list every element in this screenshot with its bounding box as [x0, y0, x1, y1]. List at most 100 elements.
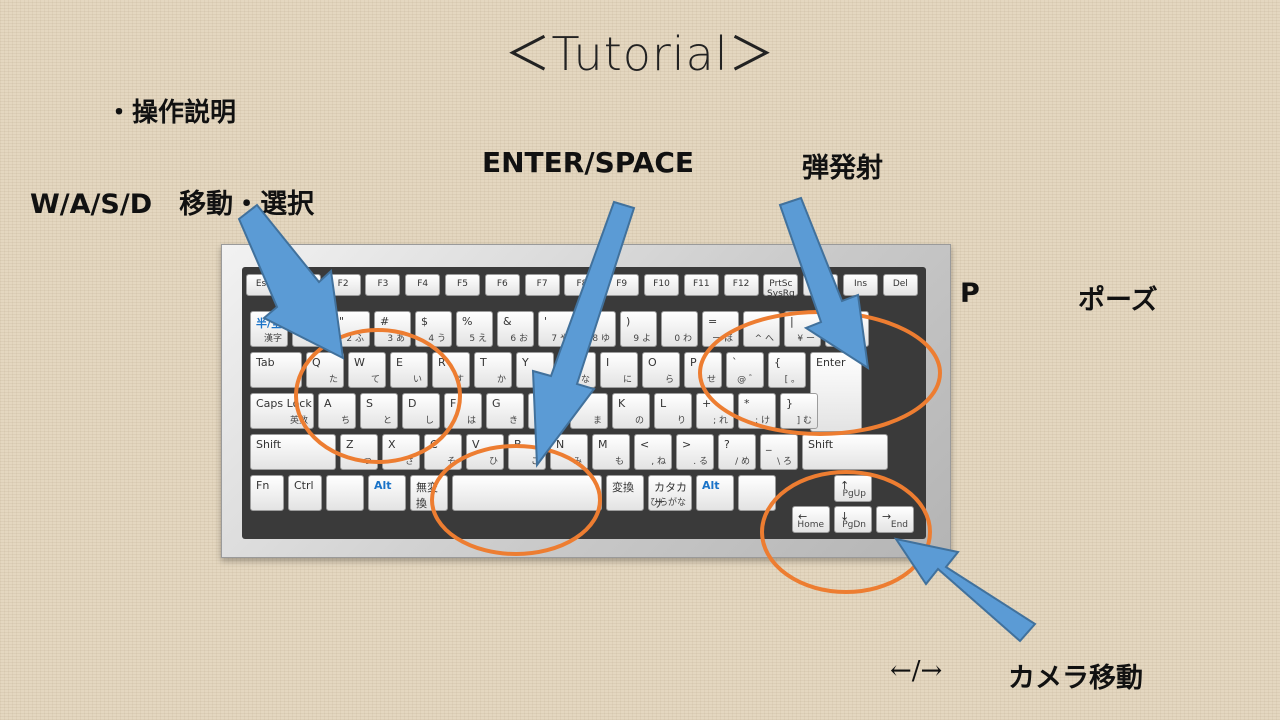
key-main-label: V	[472, 438, 480, 451]
page-title: ＜Tutorial＞	[504, 27, 776, 81]
key-sub-label: の	[634, 416, 644, 426]
key-main-label: Enter	[816, 356, 846, 369]
key-main-label: T	[480, 356, 487, 369]
key-main-label: R	[438, 356, 446, 369]
bottom-row-key-8: Alt	[696, 475, 734, 511]
z-row-key-9: >. る	[676, 434, 714, 470]
key-main-label: `	[732, 356, 738, 369]
key-sub-label: Home	[797, 520, 824, 530]
key-main-label: G	[492, 397, 501, 410]
key-main-label: '	[544, 315, 548, 328]
number-row-key-5: % 5 え	[456, 311, 493, 347]
key-main-label: F	[450, 397, 457, 410]
key-main-label: Del	[892, 279, 908, 289]
section-heading: ・操作説明	[106, 98, 237, 128]
key-main-label: Shift	[808, 438, 834, 451]
key-sub-label: 7 や	[551, 334, 569, 344]
wasd-pointer-arrow	[237, 203, 345, 360]
key-main-label: Shift	[256, 438, 282, 451]
fn-key-15: Ins	[843, 274, 878, 296]
q-row-key-11: ` @ ゛	[726, 352, 764, 388]
key-main-label: Y	[522, 356, 529, 369]
key-sub-label: 6 お	[510, 334, 528, 344]
key-main-label: F5	[457, 279, 468, 289]
key-main-label: F7	[536, 279, 548, 289]
z-row-key-0: Shift	[250, 434, 336, 470]
key-main-label: F12	[732, 279, 750, 289]
bottom-row-key-2	[326, 475, 364, 511]
key-sub-label: \ ろ	[777, 457, 792, 467]
key-main-label: M	[598, 438, 608, 451]
bottom-row-key-0: Fn	[250, 475, 284, 511]
arrows-label: ←/→	[890, 656, 943, 686]
key-main-label: ↓	[840, 510, 850, 523]
fn-key-7: F7	[524, 274, 560, 296]
p-key-label: P	[960, 278, 980, 309]
key-sub-label: り	[676, 416, 686, 426]
z-row-key-8: <, ね	[634, 434, 672, 470]
arrow-key-0: ↑ PgUp	[834, 475, 872, 502]
fn-key-16: Del	[882, 274, 918, 296]
key-main-label: Alt	[702, 479, 720, 492]
key-sub-label: 0 わ	[674, 334, 692, 344]
key-main-label: }	[786, 397, 793, 410]
fn-key-13: PrtSc SysRq	[763, 274, 799, 299]
wasd-label: W/A/S/D 移動・選択	[30, 189, 315, 220]
key-sub-label: せ	[706, 375, 716, 385]
number-row-key-10: 0 わ	[661, 311, 698, 347]
key-sub-label: : け	[755, 416, 770, 426]
key-sub-label: か	[496, 375, 506, 385]
z-row-key-12: Shift	[802, 434, 888, 470]
key-sub-label: ^ へ	[754, 334, 774, 344]
key-sub-label: と	[382, 416, 392, 426]
key-main-label: &	[503, 315, 512, 328]
key-main-label: N	[556, 438, 565, 451]
key-main-label: F6	[496, 279, 508, 289]
wasd-highlight-circle	[294, 328, 462, 464]
arrow-key-3: → End	[876, 506, 914, 533]
bottom-row-key-6: 変換	[606, 475, 644, 511]
fn-key-11: F11	[683, 274, 719, 296]
key-main-label: ?	[724, 438, 730, 451]
key-main-label: ←	[798, 510, 808, 523]
key-sub-label: , ね	[651, 457, 666, 467]
key-main-label: I	[606, 356, 610, 369]
key-sub-label: 8 ゆ	[592, 334, 610, 344]
key-main-label: Esc	[255, 279, 272, 289]
key-main-label: F4	[417, 279, 429, 289]
bottom-row-key-4: 無変換	[410, 475, 448, 511]
key-main-label: W	[354, 356, 365, 369]
key-main-label: Fn	[256, 479, 270, 492]
number-row-key-6: & 6 お	[497, 311, 534, 347]
key-sub-label: い	[412, 375, 422, 385]
fn-key-12: F12	[723, 274, 759, 296]
key-main-label: F10	[653, 279, 670, 289]
key-main-label: _	[766, 438, 772, 451]
bottom-row-key-5	[452, 475, 602, 511]
key-sub-label: [ 。	[784, 375, 800, 385]
bottom-row-key-7: カタカナ ひらがな	[648, 475, 692, 511]
key-sub-label: 5 え	[469, 334, 487, 344]
key-sub-label: し	[424, 416, 434, 426]
key-sub-label: に	[622, 375, 632, 385]
a-row-key-12: }] む	[780, 393, 818, 429]
key-sub-label: ] む	[796, 416, 812, 426]
key-main-label: F3	[377, 279, 389, 289]
key-sub-label: 英数	[289, 416, 308, 426]
key-sub-label: て	[370, 375, 380, 385]
fire-label: 弾発射	[802, 153, 883, 184]
key-sub-label: ら	[664, 375, 674, 385]
key-sub-label: 2 ふ	[346, 334, 364, 344]
key-main-label: Alt	[374, 479, 392, 492]
fn-key-3: F3	[365, 274, 401, 296]
key-main-label: Q	[312, 356, 321, 369]
key-main-label: P	[690, 356, 697, 369]
